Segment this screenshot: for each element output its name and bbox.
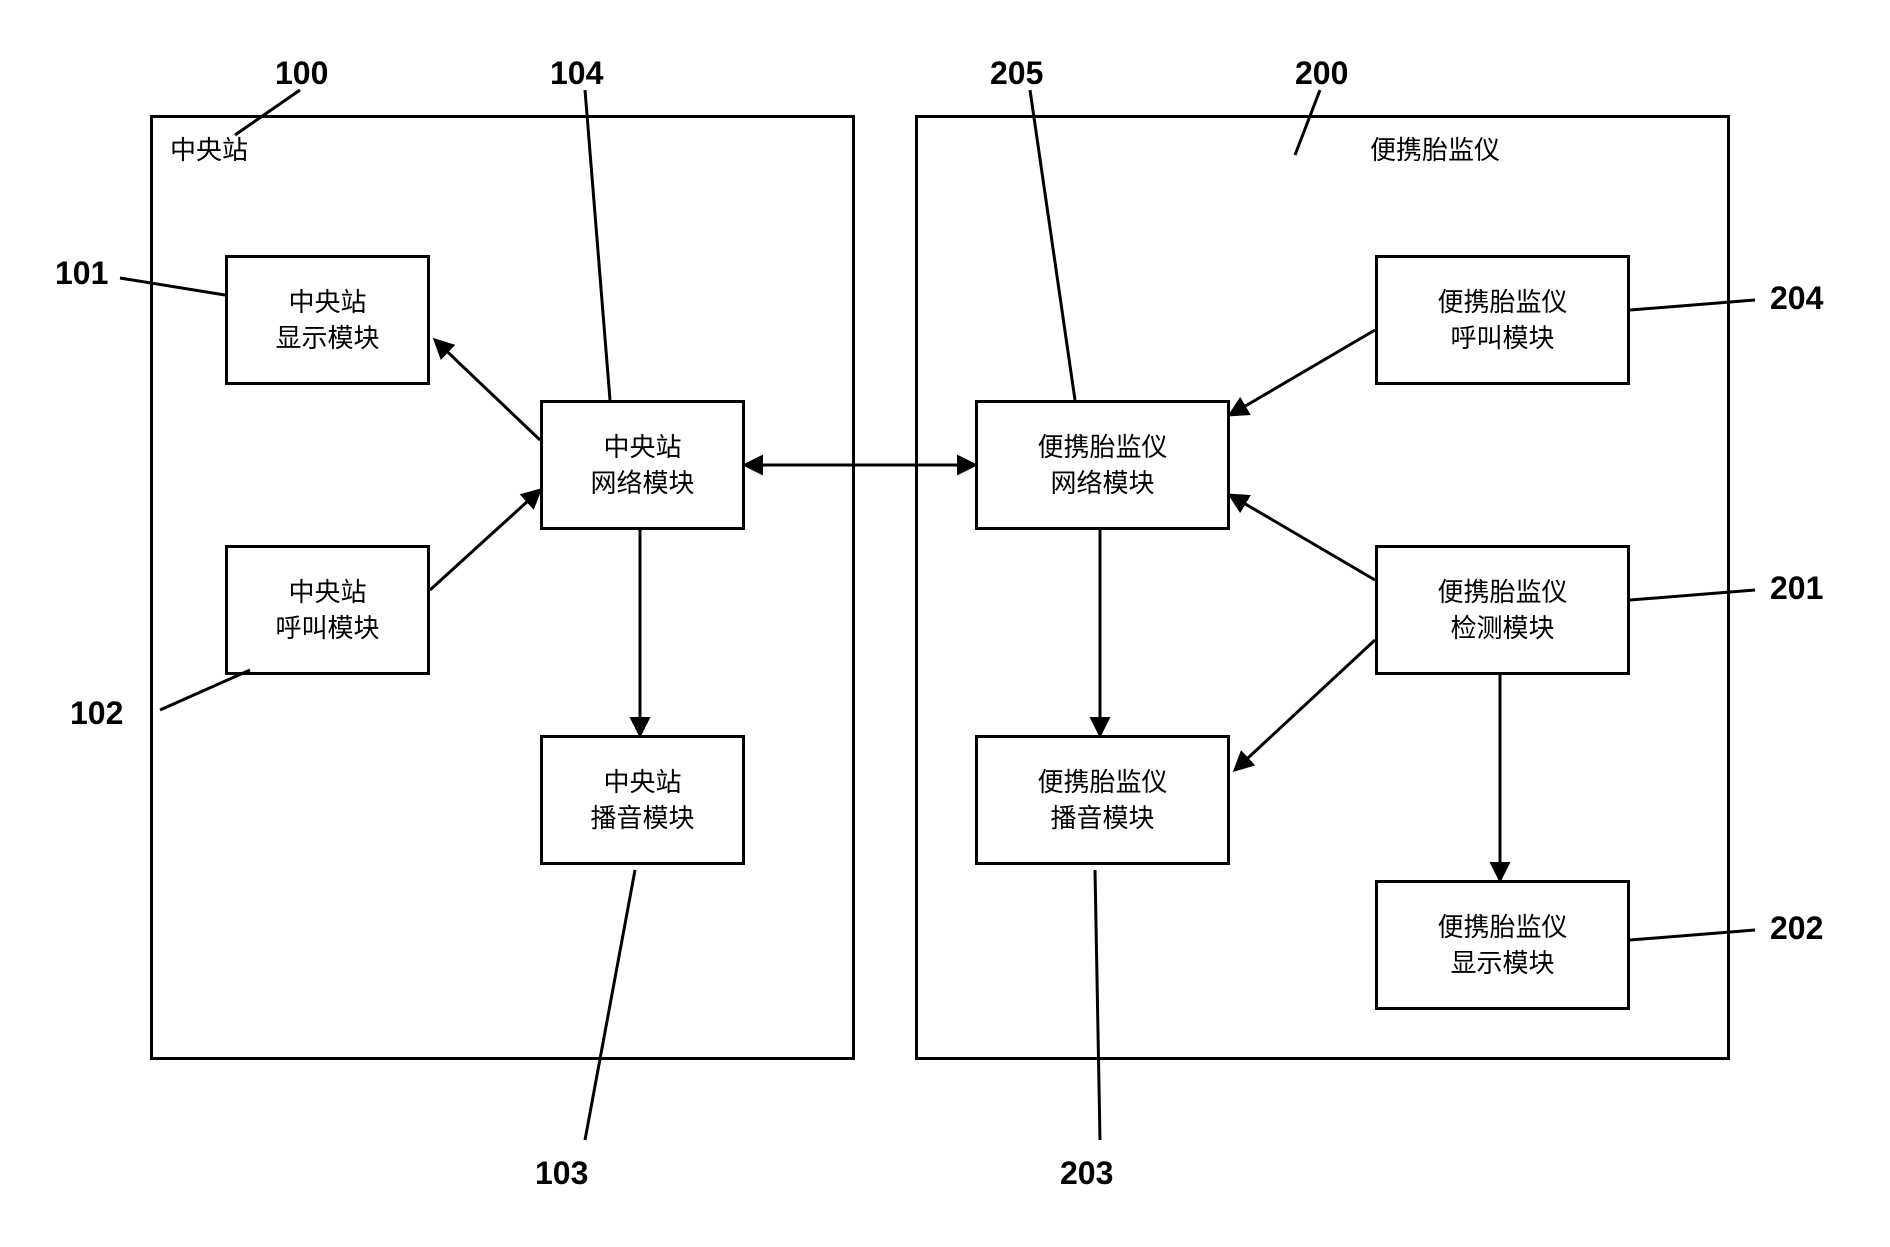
ref-102: 102: [70, 695, 123, 732]
module-text-line: 中央站: [288, 574, 366, 610]
module-text-line: 便携胎监仪: [1437, 284, 1567, 320]
module-text-line: 播音模块: [590, 800, 694, 836]
ref-204: 204: [1770, 280, 1823, 317]
ref-103: 103: [535, 1155, 588, 1192]
module-text-line: 便携胎监仪: [1437, 909, 1567, 945]
module-text-line: 显示模块: [1450, 945, 1554, 981]
right-display-module: 便携胎监仪 显示模块: [1375, 880, 1630, 1010]
left-container-title: 中央站: [170, 130, 248, 167]
module-text-line: 呼叫模块: [275, 610, 379, 646]
ref-104: 104: [550, 55, 603, 92]
module-text-line: 中央站: [288, 284, 366, 320]
left-network-module: 中央站 网络模块: [540, 400, 745, 530]
right-container-title: 便携胎监仪: [1370, 130, 1500, 167]
module-text-line: 播音模块: [1050, 800, 1154, 836]
ref-201: 201: [1770, 570, 1823, 607]
module-text-line: 便携胎监仪: [1437, 574, 1567, 610]
ref-203: 203: [1060, 1155, 1113, 1192]
ref-100: 100: [275, 55, 328, 92]
left-broadcast-module: 中央站 播音模块: [540, 735, 745, 865]
module-text-line: 中央站: [603, 429, 681, 465]
left-call-module: 中央站 呼叫模块: [225, 545, 430, 675]
right-broadcast-module: 便携胎监仪 播音模块: [975, 735, 1230, 865]
right-detect-module: 便携胎监仪 检测模块: [1375, 545, 1630, 675]
ref-202: 202: [1770, 910, 1823, 947]
module-text-line: 网络模块: [590, 465, 694, 501]
right-call-module: 便携胎监仪 呼叫模块: [1375, 255, 1630, 385]
ref-101: 101: [55, 255, 108, 292]
ref-200: 200: [1295, 55, 1348, 92]
right-network-module: 便携胎监仪 网络模块: [975, 400, 1230, 530]
module-text-line: 中央站: [603, 764, 681, 800]
module-text-line: 检测模块: [1450, 610, 1554, 646]
ref-205: 205: [990, 55, 1043, 92]
left-display-module: 中央站 显示模块: [225, 255, 430, 385]
module-text-line: 便携胎监仪: [1037, 764, 1167, 800]
module-text-line: 呼叫模块: [1450, 320, 1554, 356]
module-text-line: 便携胎监仪: [1037, 429, 1167, 465]
module-text-line: 显示模块: [275, 320, 379, 356]
module-text-line: 网络模块: [1050, 465, 1154, 501]
